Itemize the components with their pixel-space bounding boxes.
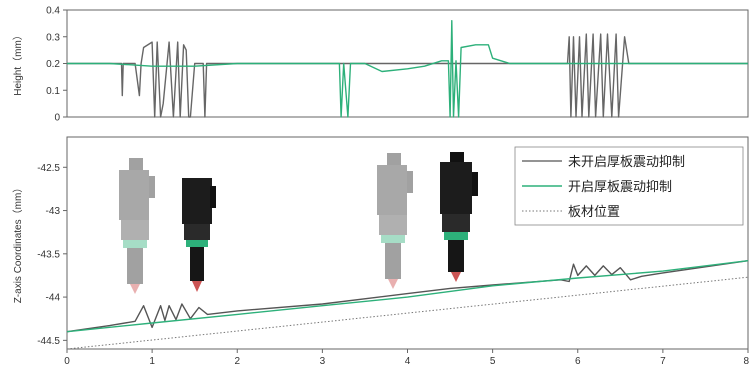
z-y-axis-label: Z-axis Coordinates（mm） [12, 183, 24, 304]
x-tick-label: 3 [320, 356, 326, 367]
height-y-tick-label: 0.4 [46, 6, 60, 17]
height-series-line-1 [67, 20, 748, 118]
legend-label-plate-position: 板材位置 [568, 205, 620, 220]
height-series-line-0 [67, 33, 748, 118]
laser-head-icon [182, 178, 216, 292]
z-y-tick-label: -43.5 [37, 249, 60, 260]
laser-head-icon [377, 153, 413, 289]
x-tick-label: 5 [490, 356, 496, 367]
x-tick-label: 7 [660, 356, 666, 367]
height-panel: 0 0.1 0.2 0.3 0.4 Height（mm） [12, 6, 749, 124]
height-y-tick-label: 0 [54, 113, 60, 124]
x-tick-label: 0 [64, 356, 70, 367]
legend-label-no-suppression: 未开启厚板震动抑制 [568, 155, 685, 170]
height-y-tick-label: 0.3 [46, 32, 60, 43]
legend: 未开启厚板震动抑制 开启厚板震动抑制 板材位置 [514, 146, 744, 226]
x-tick-label: 2 [234, 356, 240, 367]
legend-label-suppression: 开启厚板震动抑制 [568, 180, 672, 195]
z-axis-panel: -42.5 -43 -43.5 -44 -44.5 0 1 2 3 4 5 6 7 8 Z-axis C… [12, 136, 749, 367]
height-y-tick-label: 0.1 [46, 86, 60, 97]
cutting-head-illustrations [119, 152, 478, 294]
height-y-axis: 0 0.1 0.2 0.3 0.4 [46, 6, 67, 124]
z-y-tick-label: -44 [46, 293, 61, 304]
x-axis: 0 1 2 3 4 5 6 7 8 [64, 349, 749, 367]
height-series-group [67, 20, 748, 118]
z-series-line-2 [66, 276, 749, 350]
z-y-tick-label: -42.5 [37, 163, 60, 174]
z-y-tick-label: -44.5 [37, 336, 60, 347]
x-tick-label: 4 [405, 356, 411, 367]
z-series-group [66, 260, 749, 350]
laser-head-icon [119, 158, 155, 294]
x-tick-label: 6 [575, 356, 581, 367]
z-y-axis: -42.5 -43 -43.5 -44 -44.5 [37, 163, 67, 347]
x-tick-label: 1 [149, 356, 155, 367]
height-y-axis-label: Height（mm） [12, 30, 24, 96]
height-y-tick-label: 0.2 [46, 59, 60, 70]
x-tick-label: 8 [743, 356, 749, 367]
z-y-tick-label: -43 [46, 206, 61, 217]
laser-head-icon [440, 152, 478, 282]
z-series-line-1 [66, 260, 749, 333]
